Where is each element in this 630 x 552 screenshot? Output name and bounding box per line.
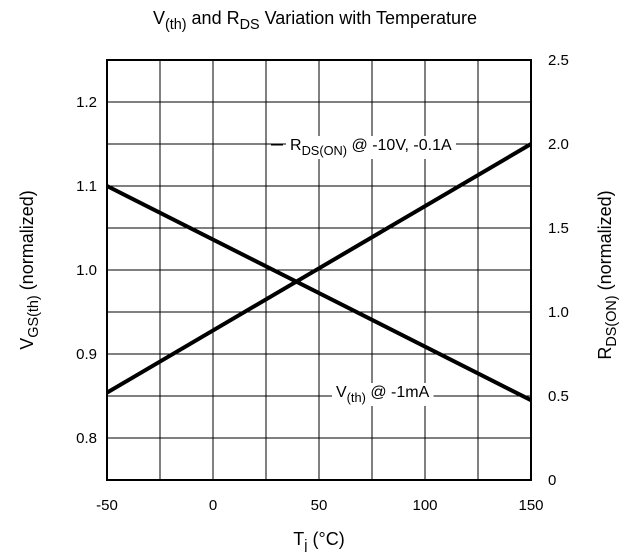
right-y-tick-labels: 0 0.5 1.0 1.5 2.0 2.5 [548,52,569,489]
y-right-tick-label: 0.5 [548,388,569,405]
y-right-tick-label: 2.0 [548,136,569,153]
rdson-line [105,142,533,395]
annotation-backdrop [332,383,434,406]
y-left-tick-label: 0.9 [76,346,97,363]
y-axis-left-label: VGS(th)​ (normalized) [17,190,42,349]
vth-line [106,184,532,402]
series-annotations: V(th)​ @ -1mA RDS(ON)​ @ -10V, -0.1A [271,136,480,406]
annotation-backdrop [286,136,456,159]
chart-title: V(th)​ and RDS​ Variation with Temperatu… [153,8,477,33]
x-tick-labels: -50 0 50 100 150 [96,497,543,514]
y-right-tick-label: 2.5 [548,52,569,69]
x-axis-label: Tj​ (°C) [293,529,344,552]
x-tick-label: 50 [311,497,328,514]
x-tick-label: -50 [96,497,118,514]
y-right-tick-label: 1.5 [548,220,569,237]
y-left-tick-label: 1.1 [76,178,97,195]
x-tick-label: 100 [412,497,437,514]
y-right-tick-label: 1.0 [548,304,569,321]
x-tick-label: 150 [518,497,543,514]
series-lines [105,142,533,402]
rdson-annotation: RDS(ON)​ @ -10V, -0.1A [290,137,452,158]
left-y-tick-labels: 0.8 0.9 1.0 1.1 1.2 [76,94,97,447]
y-axis-right-label: RDS(ON)​ (normalized) [595,190,620,359]
y-left-tick-label: 0.8 [76,430,97,447]
vth-annotation: V(th)​ @ -1mA [336,384,430,405]
y-left-tick-label: 1.2 [76,94,97,111]
y-left-tick-label: 1.0 [76,262,97,279]
y-right-tick-label: 0 [548,472,556,489]
x-tick-label: 0 [209,497,217,514]
